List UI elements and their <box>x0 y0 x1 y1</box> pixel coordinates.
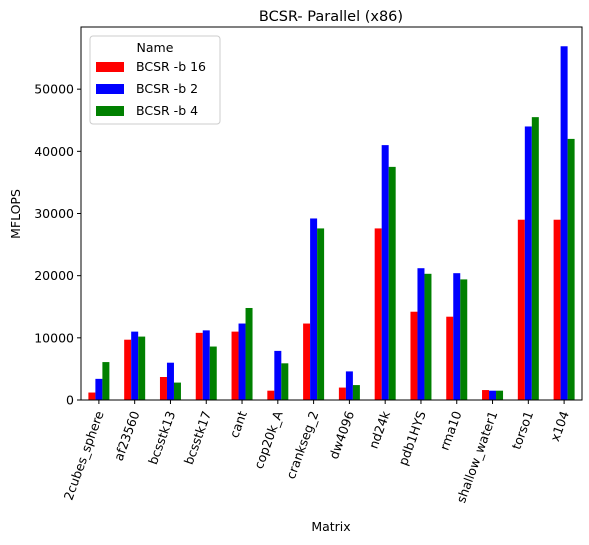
y-axis-label: MFLOPS <box>8 189 23 239</box>
x-tick-label: bcsstk13 <box>145 409 178 467</box>
bar-cop20k_A-2 <box>281 363 289 400</box>
legend-entry: BCSR -b 2 <box>136 81 198 96</box>
bar-2cubes_sphere-0 <box>88 392 96 400</box>
bar-crankseg_2-0 <box>303 323 311 400</box>
legend: Name BCSR -b 16 BCSR -b 2 BCSR -b 4 <box>89 35 221 125</box>
bar-af23560-1 <box>131 331 139 400</box>
y-tick-label: 30000 <box>34 206 74 221</box>
bar-2cubes_sphere-2 <box>102 362 110 400</box>
bar-dw4096-0 <box>338 387 346 400</box>
bars-group <box>88 46 575 401</box>
bar-rma10-2 <box>460 279 468 400</box>
bar-cant-2 <box>245 307 253 400</box>
bar-bcsstk17-2 <box>209 346 217 400</box>
bar-rma10-1 <box>453 273 461 400</box>
plot-frame <box>80 26 583 401</box>
bar-cant-0 <box>231 331 239 400</box>
bar-af23560-2 <box>138 336 146 400</box>
bar-crankseg_2-1 <box>310 218 318 400</box>
x-tick-label: pdb1HYS <box>395 409 429 467</box>
bar-cant-1 <box>238 323 246 400</box>
x-tick-label: torso1 <box>508 409 536 452</box>
y-tick-label: 20000 <box>34 268 74 283</box>
bar-bcsstk17-1 <box>202 330 210 400</box>
bar-torso1-0 <box>517 219 525 400</box>
bar-dw4096-1 <box>345 371 353 400</box>
legend-entry: BCSR -b 16 <box>136 59 206 74</box>
bar-shallow_water1-0 <box>482 390 490 400</box>
x-tick-label: x104 <box>547 409 572 444</box>
bar-nd24k-0 <box>374 228 382 400</box>
y-tick-label: 50000 <box>34 82 74 97</box>
y-axis: 0 10000 20000 30000 40000 50000 <box>34 82 81 408</box>
legend-swatch <box>96 84 124 94</box>
bar-x104-2 <box>567 138 575 400</box>
bar-cop20k_A-1 <box>274 350 282 400</box>
y-tick-label: 0 <box>66 393 74 408</box>
bar-x104-1 <box>560 46 568 401</box>
legend-frame <box>89 35 221 125</box>
bar-rma10-0 <box>446 316 454 400</box>
bar-nd24k-2 <box>388 166 396 401</box>
x-tick-label: rma10 <box>437 409 465 452</box>
bar-bcsstk13-0 <box>159 377 167 400</box>
bar-shallow_water1-2 <box>496 390 504 400</box>
x-tick-label: dw4096 <box>326 409 357 461</box>
x-tick-label: cant <box>226 409 249 440</box>
bar-nd24k-1 <box>381 145 389 400</box>
bar-bcsstk13-1 <box>166 362 174 400</box>
bar-x104-0 <box>553 219 561 400</box>
x-tick-label: 2cubes_sphere <box>61 409 107 503</box>
legend-entry: BCSR -b 4 <box>136 103 198 118</box>
bar-shallow_water1-1 <box>489 390 497 400</box>
bar-torso1-2 <box>531 117 539 400</box>
bar-torso1-1 <box>524 126 532 400</box>
x-tick-label: crankseg_2 <box>283 409 321 481</box>
legend-swatch <box>96 62 124 72</box>
bar-crankseg_2-2 <box>317 228 325 400</box>
x-tick-label: nd24k <box>366 408 394 450</box>
chart-title: BCSR- Parallel (x86) <box>259 9 403 25</box>
bar-dw4096-2 <box>352 385 360 400</box>
legend-swatch <box>96 106 124 116</box>
bar-bcsstk17-0 <box>195 332 203 400</box>
bar-pdb1HYS-2 <box>424 273 432 400</box>
bar-2cubes_sphere-1 <box>95 378 103 400</box>
y-tick-label: 10000 <box>34 330 74 345</box>
bar-cop20k_A-0 <box>267 390 275 400</box>
bar-pdb1HYS-0 <box>410 311 418 400</box>
x-tick-label: bcsstk17 <box>181 409 214 467</box>
legend-title: Name <box>137 40 174 55</box>
x-tick-label: cop20k_A <box>251 408 286 470</box>
x-axis-label: Matrix <box>311 519 350 534</box>
y-tick-label: 40000 <box>34 144 74 159</box>
bar-af23560-0 <box>124 339 132 400</box>
x-tick-label: af23560 <box>111 409 143 463</box>
x-axis: 2cubes_sphere af23560 bcsstk13 bcsstk17 cant… <box>61 400 572 505</box>
bar-pdb1HYS-1 <box>417 268 425 400</box>
bar-bcsstk13-2 <box>173 382 181 400</box>
